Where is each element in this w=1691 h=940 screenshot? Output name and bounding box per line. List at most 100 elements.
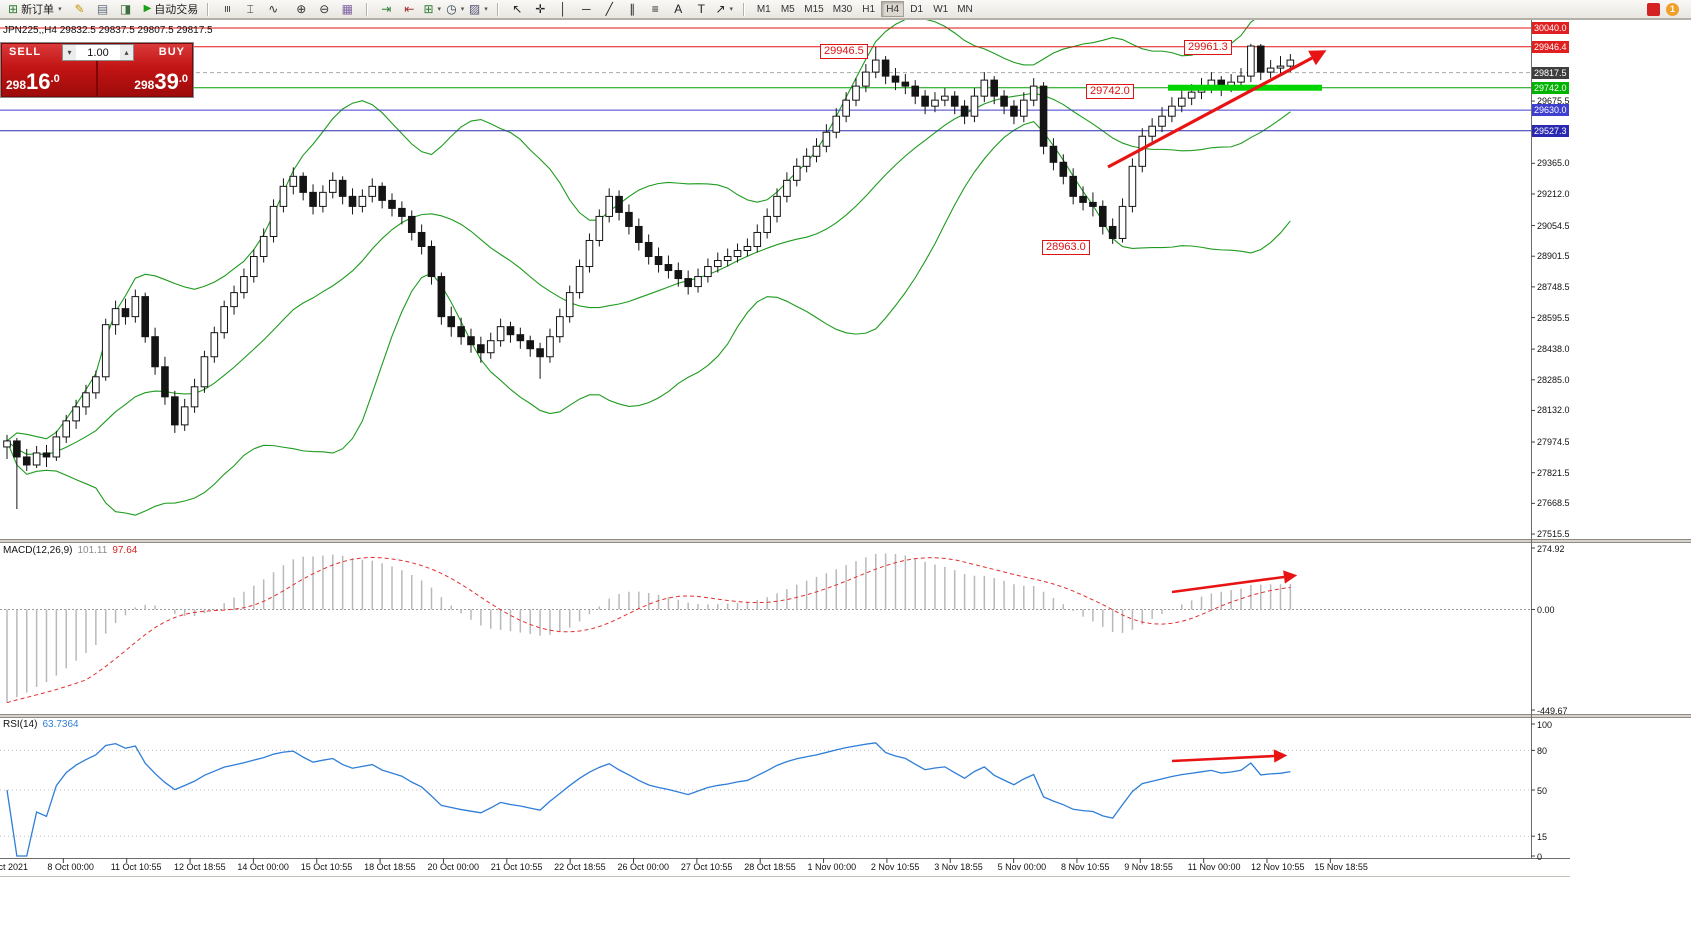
volume-decrement-button[interactable]: ▾ <box>63 45 76 60</box>
support-line-segment <box>1168 84 1322 91</box>
arrows-tool-button[interactable]: ↗ ▾ <box>713 1 735 18</box>
chevron-down-icon: ▾ <box>460 6 465 13</box>
line-chart-mode-button[interactable]: ∿ <box>262 1 284 18</box>
metaeditor-icon: ✎ <box>74 2 85 16</box>
toolbar-group-chart-mode: ≡ ⌶ ∿ <box>216 1 284 18</box>
notifications-badge[interactable]: 1 <box>1666 2 1679 16</box>
zoom-out-icon: ⊖ <box>319 2 330 16</box>
profiles-icon: ▤ <box>96 2 109 16</box>
community-icon[interactable] <box>1647 2 1660 16</box>
trendline-button[interactable]: ╱ <box>598 1 620 18</box>
volume-increment-button[interactable]: ▴ <box>120 45 133 60</box>
auto-trading-button[interactable]: ▶ 自动交易 <box>140 1 203 18</box>
crosshair-icon: ✛ <box>535 2 546 16</box>
toolbar-right-icons: 1 <box>1647 2 1679 16</box>
buy-price: 29839.0 <box>134 69 188 94</box>
horizontal-lines[interactable] <box>0 27 1531 132</box>
metaeditor-button[interactable]: ✎ <box>69 1 91 18</box>
timeframe-h4[interactable]: H4 <box>881 1 905 17</box>
toolbar-separator <box>366 2 368 16</box>
period-icon: ◷ <box>446 2 457 16</box>
sell-label: SELL <box>9 46 42 58</box>
tile-windows-button[interactable]: ▦ <box>336 1 358 18</box>
vertical-line-button[interactable]: │ <box>552 1 574 18</box>
vertical-line-icon: │ <box>559 2 568 16</box>
fibonacci-icon: ≡ <box>651 2 659 16</box>
text-button[interactable]: A <box>667 1 689 18</box>
chevron-down-icon: ▾ <box>58 6 62 13</box>
fibonacci-button[interactable]: ≡ <box>644 1 666 18</box>
trend-arrow <box>1308 50 1327 66</box>
zoom-in-icon: ⊕ <box>296 2 307 16</box>
toolbar-separator <box>207 2 209 16</box>
profiles-button[interactable]: ▤ <box>92 1 114 18</box>
trend-arrow <box>1283 570 1298 584</box>
toolbar-separator <box>743 2 745 16</box>
timeframe-d1[interactable]: D1 <box>905 1 928 17</box>
timeframe-m30[interactable]: M30 <box>829 1 856 17</box>
channel-button[interactable]: ∥ <box>621 1 643 18</box>
volume-input[interactable]: 1.00 <box>87 46 109 59</box>
macd-indicator <box>0 553 1531 704</box>
candlestick-mode-icon: ⌶ <box>246 2 254 16</box>
timeframe-m15[interactable]: M15 <box>800 1 827 17</box>
bar-chart-mode-icon: ≡ <box>220 5 235 13</box>
cursor-button[interactable]: ↖ <box>506 1 528 18</box>
timeframe-m1[interactable]: M1 <box>752 1 775 17</box>
cursor-icon: ↖ <box>512 2 523 16</box>
market-watch-button[interactable]: ◨ <box>115 1 137 18</box>
bar-chart-mode-button[interactable]: ≡ <box>216 1 238 18</box>
timeframe-switcher: M1 M5 M15 M30 H1 H4 D1 W1 MN <box>752 1 976 17</box>
horizontal-line-icon: ─ <box>582 2 591 16</box>
line-chart-mode-icon: ∿ <box>268 2 279 16</box>
horizontal-line-button[interactable]: ─ <box>575 1 597 18</box>
timeframe-h1[interactable]: H1 <box>857 1 880 17</box>
chevron-down-icon: ▾ <box>729 6 734 13</box>
chart-objects[interactable] <box>1107 50 1327 169</box>
buy-label: BUY <box>158 46 185 58</box>
new-chart-icon: ⊞ <box>423 2 434 16</box>
auto-scroll-icon: ⇥ <box>381 2 392 16</box>
label-icon: T <box>697 2 705 16</box>
timeframe-w1[interactable]: W1 <box>929 1 952 17</box>
zoom-out-button[interactable]: ⊖ <box>313 1 335 18</box>
template-icon: ▨ <box>468 2 481 16</box>
new-order-icon: ⊞ <box>8 2 19 16</box>
chart-shift-button[interactable]: ⇤ <box>398 1 420 18</box>
sell-price: 29816.0 <box>6 69 60 94</box>
toolbar-separator <box>497 2 499 16</box>
market-watch-icon: ◨ <box>119 2 132 16</box>
candlestick-mode-button[interactable]: ⌶ <box>239 1 261 18</box>
arrows-tool-icon: ↗ <box>715 2 726 16</box>
auto-scroll-button[interactable]: ⇥ <box>375 1 397 18</box>
text-icon: A <box>674 2 683 16</box>
timeframe-m5[interactable]: M5 <box>776 1 799 17</box>
crosshair-button[interactable]: ✛ <box>529 1 551 18</box>
zoom-in-button[interactable]: ⊕ <box>290 1 312 18</box>
template-button[interactable]: ▨ ▾ <box>467 1 489 18</box>
toolbar-group-objects: ↖ ✛ │ ─ ╱ ∥ ≡ A T ↗ ▾ <box>506 1 735 18</box>
timeframe-mn[interactable]: MN <box>953 1 977 17</box>
new-order-button[interactable]: ⊞ 新订单 ▾ <box>4 1 66 18</box>
new-chart-button[interactable]: ⊞ ▾ <box>421 1 443 18</box>
label-button[interactable]: T <box>690 1 712 18</box>
auto-trading-play-icon: ▶ <box>143 3 152 14</box>
chevron-down-icon: ▾ <box>437 6 442 13</box>
toolbar-group-navigation: ⇥ ⇤ ⊞ ▾ ◷ ▾ ▨ ▾ <box>375 1 489 18</box>
candles <box>3 43 1295 510</box>
volume-stepper: ▾ 1.00 ▴ <box>62 44 134 61</box>
toolbar-group-trade: ✎ ▤ ◨ <box>69 1 137 18</box>
one-click-trading-panel: SELL 29816.0 BUY 29839.0 ▾ 1.00 ▴ <box>0 42 194 98</box>
chart-shift-icon: ⇤ <box>404 2 415 16</box>
channel-icon: ∥ <box>629 2 636 16</box>
new-order-label: 新订单 <box>21 4 55 16</box>
panel-frames <box>0 19 1691 877</box>
toolbar-group-zoom: ⊕ ⊖ ▦ <box>290 1 358 18</box>
period-button[interactable]: ◷ ▾ <box>444 1 466 18</box>
auto-trading-label: 自动交易 <box>154 4 199 16</box>
tile-windows-icon: ▦ <box>341 2 353 16</box>
rsi-indicator <box>0 742 1531 857</box>
trend-arrow <box>1273 749 1288 763</box>
